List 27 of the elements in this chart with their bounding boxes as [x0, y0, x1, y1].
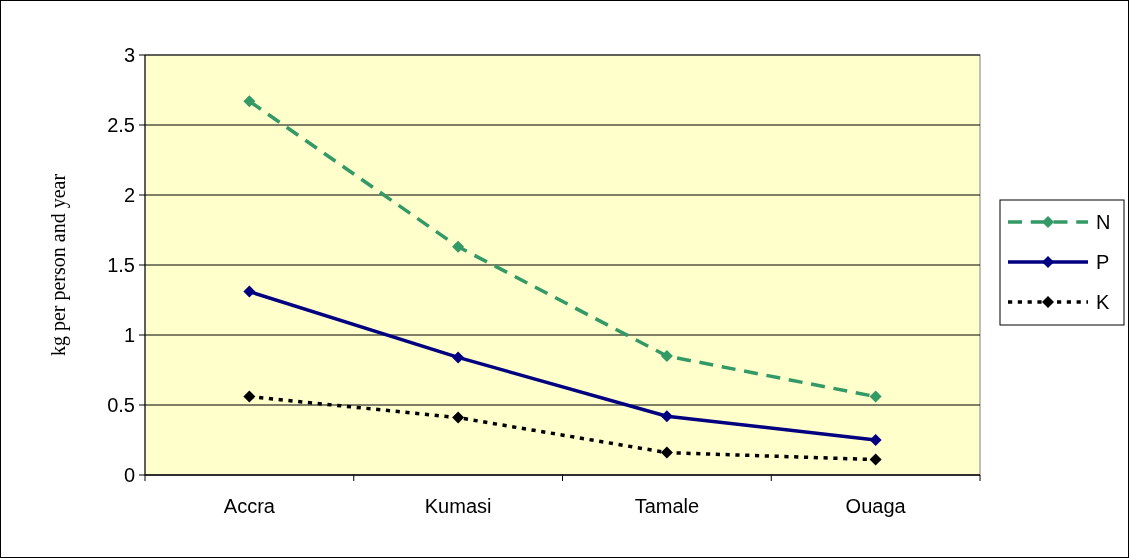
x-tick-label: Ouaga [845, 495, 907, 517]
point [869, 390, 882, 403]
y-axis-title: kg per person and year [47, 173, 70, 357]
x-tick-label: Kumasi [424, 495, 492, 517]
y-tick-label: 2.5 [107, 114, 135, 136]
point [452, 240, 465, 253]
y-tick-label: 3 [123, 44, 135, 66]
legend-label: P [1096, 251, 1110, 273]
y-tick-label: 0.5 [107, 394, 135, 416]
x-tick-label: Accra [223, 495, 276, 517]
point [243, 285, 256, 298]
y-tick-label: 1.5 [107, 254, 135, 276]
point [869, 434, 882, 446]
point [869, 453, 882, 466]
legend-label: N [1096, 211, 1111, 233]
point [452, 351, 465, 364]
legend-label: K [1096, 291, 1110, 313]
y-tick-label: 1 [123, 324, 135, 346]
point [243, 95, 256, 108]
point [452, 411, 465, 424]
point [660, 350, 673, 362]
y-tick-label: 2 [123, 184, 135, 206]
y-tick-label: 0 [123, 464, 135, 486]
point [243, 390, 256, 403]
point [660, 410, 673, 423]
point [660, 446, 673, 459]
x-tick-label: Tamale [634, 495, 700, 517]
